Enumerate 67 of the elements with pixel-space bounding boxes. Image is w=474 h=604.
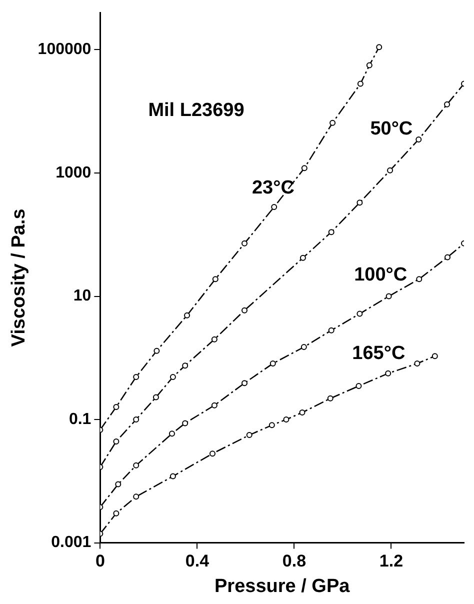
point: [386, 293, 392, 300]
x-tick-label: 0.4: [185, 552, 210, 571]
point: [330, 120, 336, 126]
point: [357, 80, 364, 87]
point: [133, 374, 140, 380]
point: [432, 353, 438, 360]
point: [113, 510, 120, 516]
x-axis-title: Pressure / GPa: [214, 576, 350, 597]
point: [300, 254, 306, 261]
x-tick-label: 0.8: [282, 552, 306, 571]
y-tick-label: 10: [73, 288, 92, 305]
point: [115, 481, 122, 488]
series-label: 100°C: [354, 264, 408, 286]
y-tick-label: 100000: [38, 41, 92, 58]
point: [414, 360, 420, 367]
point: [270, 360, 276, 367]
point: [211, 402, 218, 408]
point: [133, 494, 140, 500]
point: [327, 395, 334, 402]
point: [416, 136, 422, 142]
point: [387, 167, 394, 174]
point: [154, 348, 160, 354]
point: [246, 432, 252, 438]
point: [356, 382, 362, 389]
point: [299, 410, 306, 416]
point: [444, 254, 451, 260]
point: [170, 374, 176, 380]
point: [242, 380, 248, 386]
point: [182, 420, 188, 426]
point: [211, 336, 218, 342]
series-label: 165°C: [352, 342, 406, 364]
point: [283, 416, 290, 423]
point: [113, 438, 120, 445]
y-tick-label: 0.1: [68, 410, 92, 428]
annotation: Mil L23699: [148, 100, 244, 121]
y-tick-label: 0.001: [51, 534, 92, 552]
point: [328, 229, 334, 236]
point: [356, 200, 363, 206]
x-tick-label: 0: [95, 552, 105, 571]
point: [170, 473, 176, 480]
point: [300, 344, 307, 350]
point: [366, 62, 372, 68]
point: [356, 310, 363, 317]
series-label: 23°C: [252, 177, 295, 198]
point: [133, 416, 140, 423]
point: [184, 312, 190, 318]
point: [133, 462, 140, 468]
point: [271, 204, 278, 210]
point: [168, 430, 175, 437]
point: [376, 44, 382, 50]
x-tick-label: 1.2: [379, 552, 404, 571]
point: [152, 394, 159, 400]
y-axis-title: Viscosity / Pa.s: [8, 208, 30, 347]
point: [242, 307, 248, 314]
point: [328, 327, 334, 334]
point: [385, 370, 392, 376]
y-tick-label: 1000: [56, 164, 92, 182]
point: [242, 240, 248, 246]
point: [301, 165, 308, 172]
point: [209, 450, 216, 457]
point: [444, 101, 450, 108]
point: [416, 276, 422, 282]
series-label: 50°C: [370, 118, 413, 140]
point: [113, 404, 120, 410]
point: [268, 422, 275, 428]
point: [182, 362, 188, 369]
point: [212, 276, 218, 282]
